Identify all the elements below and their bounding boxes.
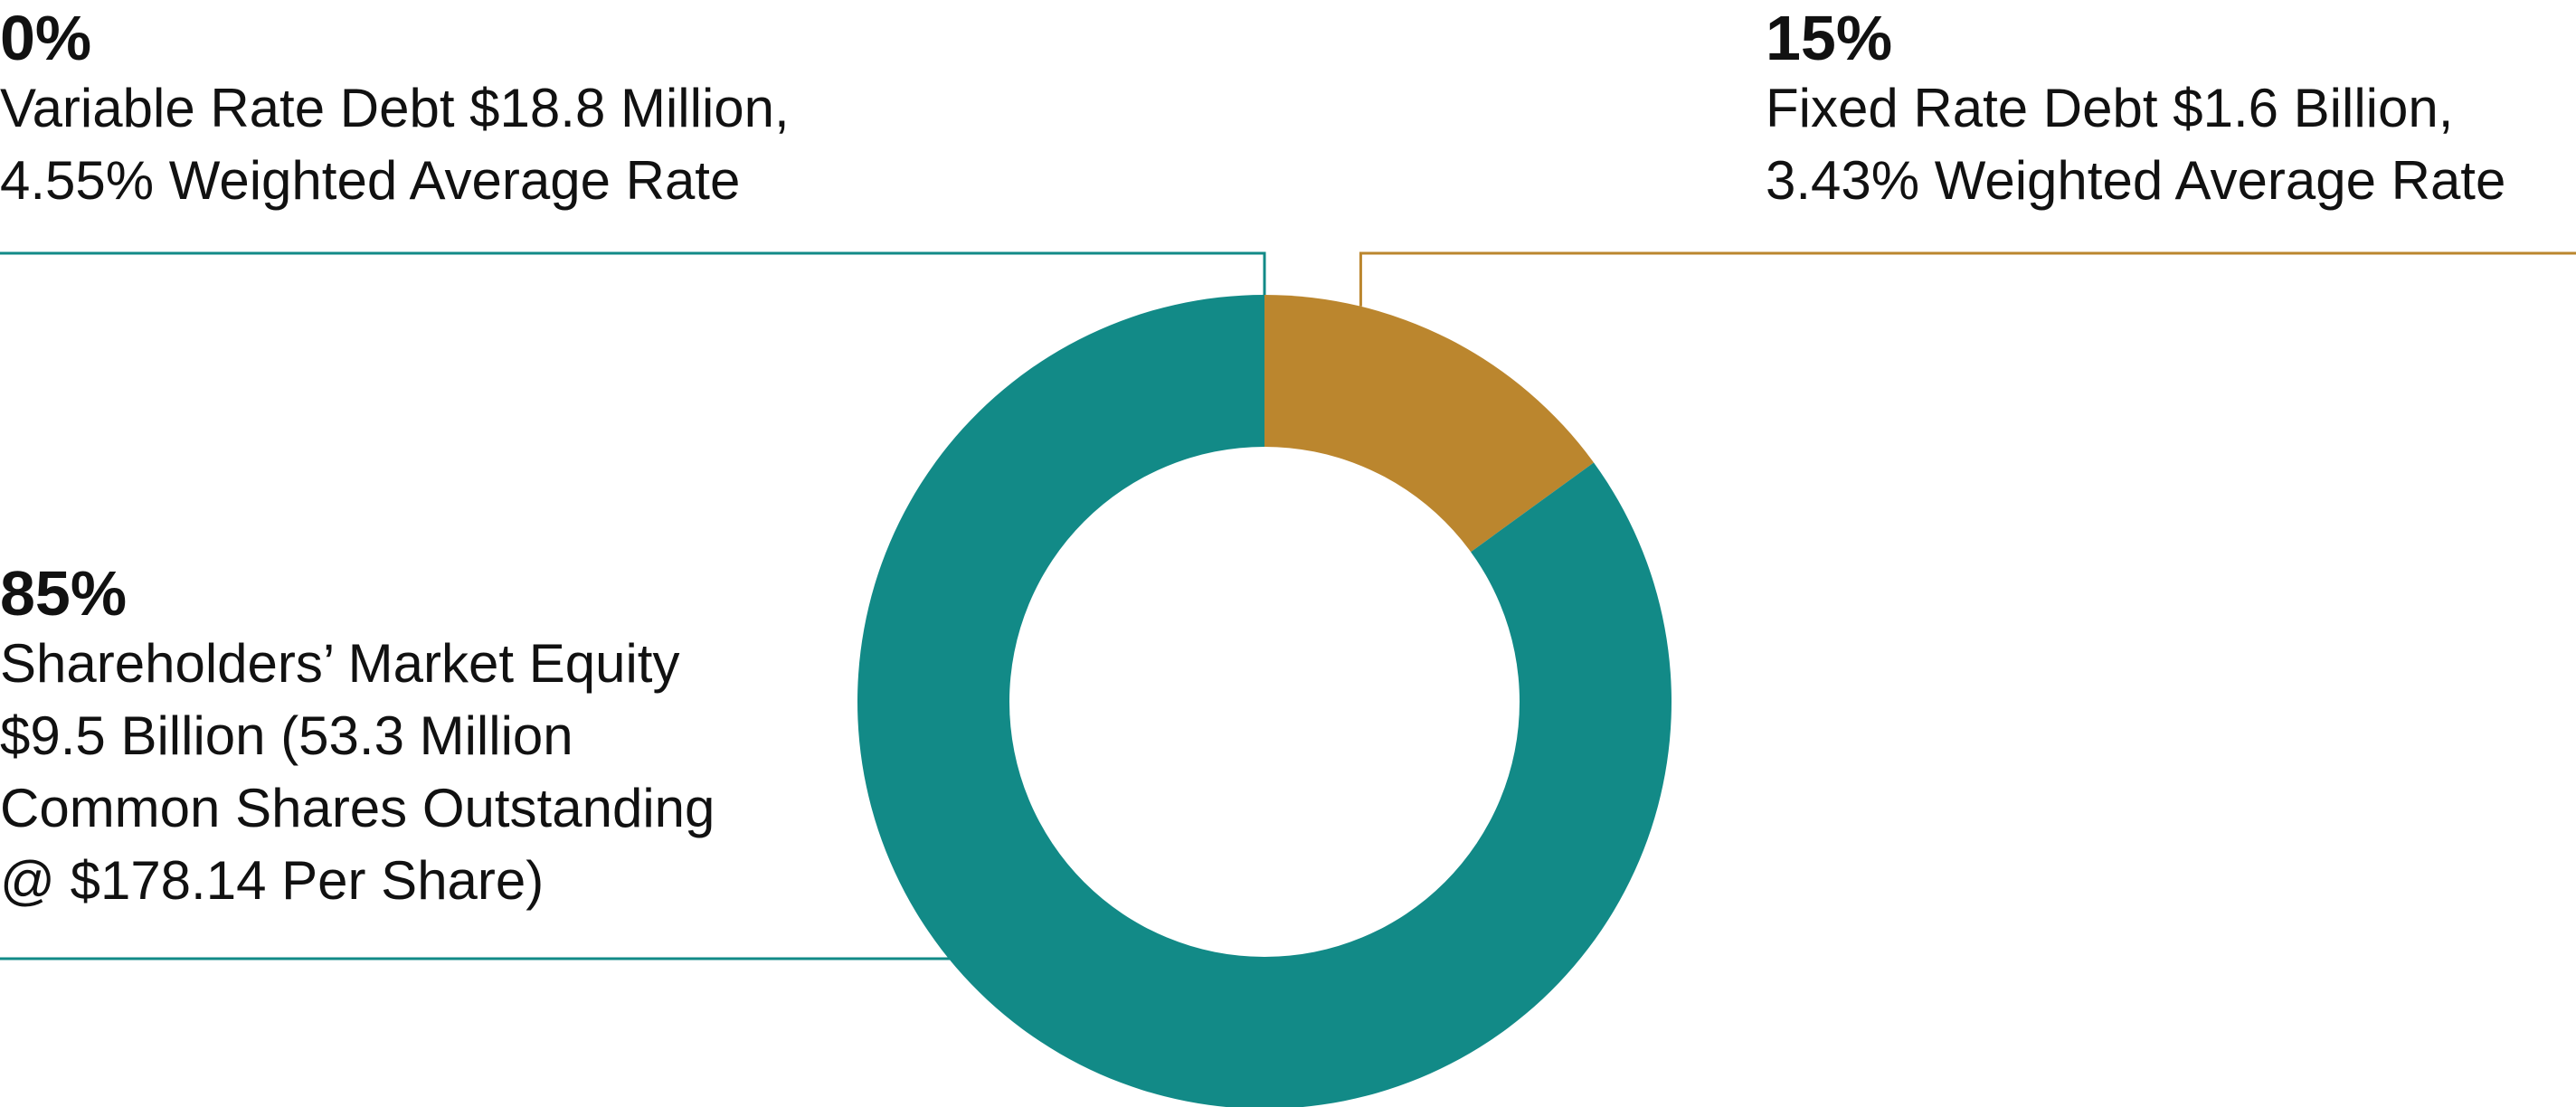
label-line: Variable Rate Debt $18.8 Million,: [0, 78, 790, 138]
percent-label-fixed: 15%: [1766, 3, 1893, 73]
percent-label-variable: 0%: [0, 3, 92, 73]
label-line: Shareholders’ Market Equity: [0, 633, 680, 694]
donut-hole: [1009, 447, 1520, 957]
label-line: Common Shares Outstanding: [0, 778, 715, 838]
leader-line-variable: [0, 251, 1266, 295]
callout-variable-rate-debt: 0% Variable Rate Debt $18.8 Million, 4.5…: [0, 4, 790, 217]
slice-equity: [857, 295, 1672, 1107]
label-line: 3.43% Weighted Average Rate: [1766, 150, 2506, 211]
callout-fixed-rate-debt: 15% Fixed Rate Debt $1.6 Billion, 3.43% …: [1766, 4, 2505, 217]
leader-line-fixed: [1359, 251, 2576, 307]
label-line: @ $178.14 Per Share): [0, 850, 545, 911]
percent-label-equity: 85%: [0, 558, 128, 629]
label-line: 4.55% Weighted Average Rate: [0, 150, 741, 211]
callout-shareholders-equity: 85% Shareholders’ Market Equity $9.5 Bil…: [0, 559, 715, 917]
leader-lines: [0, 251, 2576, 960]
label-line: $9.5 Billion (53.3 Million: [0, 705, 573, 766]
label-line: Fixed Rate Debt $1.6 Billion,: [1766, 78, 2454, 138]
